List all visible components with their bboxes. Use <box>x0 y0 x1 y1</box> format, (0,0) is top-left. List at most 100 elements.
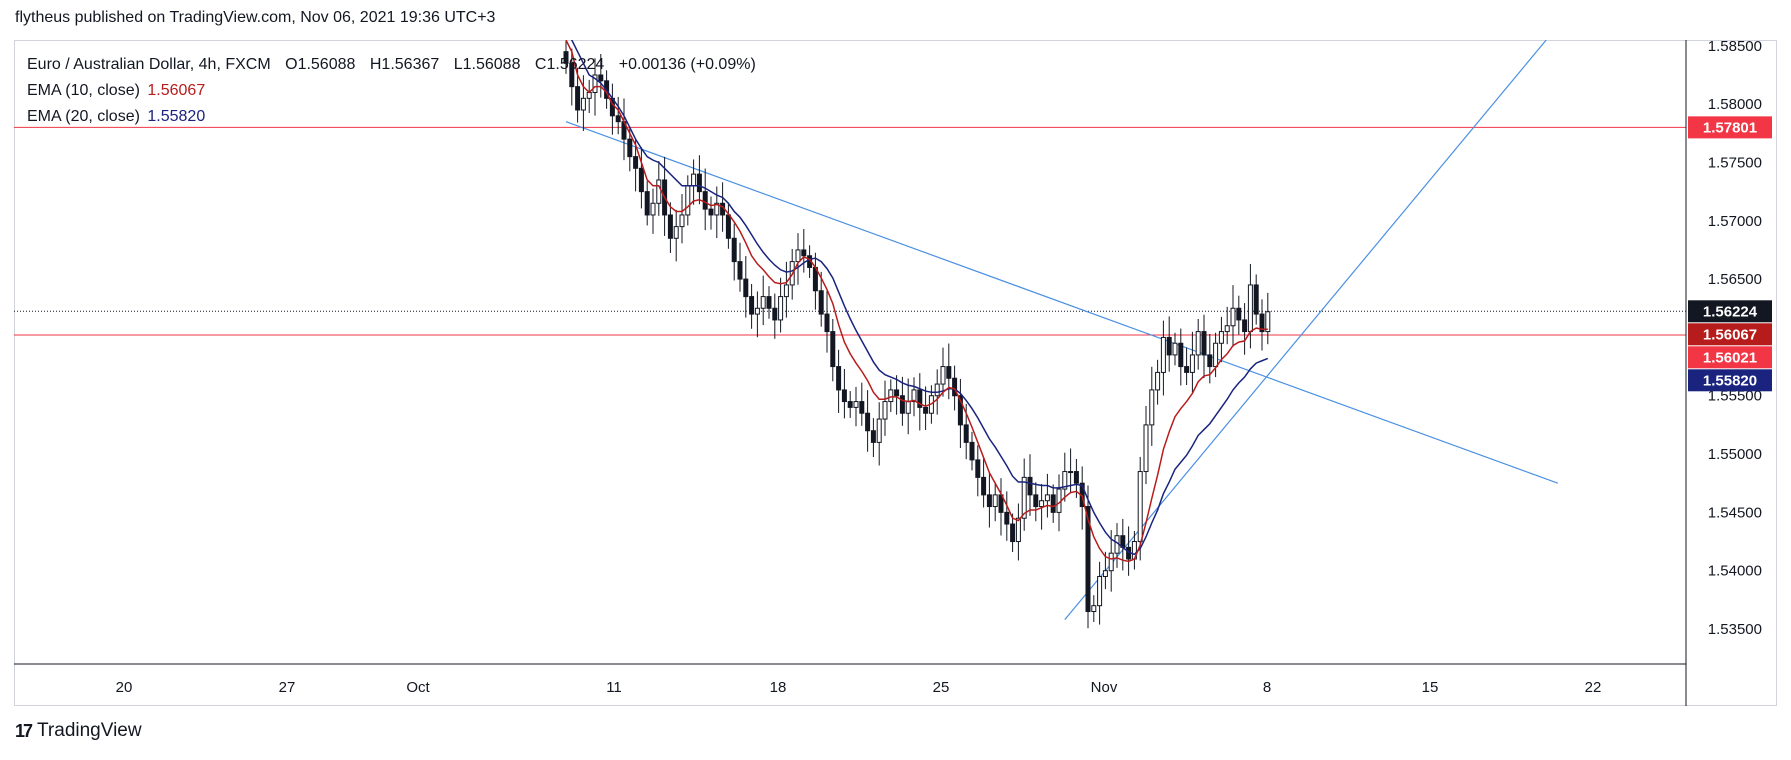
candle-body <box>685 185 691 216</box>
time-tick-label: Oct <box>406 679 430 696</box>
legend-ema20-row[interactable]: EMA (20, close) 1.55820 <box>27 104 756 130</box>
candle-body <box>1149 389 1155 426</box>
ema10-line <box>565 40 1268 563</box>
candle-body <box>1259 313 1265 333</box>
price-tick-label: 1.53500 <box>1708 621 1762 638</box>
candle-body <box>656 179 662 204</box>
time-tick-label: 25 <box>933 679 950 696</box>
candle-body <box>801 249 807 257</box>
legend-symbol-row: Euro / Australian Dollar, 4h, FXCM O1.56… <box>27 52 756 78</box>
legend-symbol: Euro / Australian Dollar, 4h, FXCM <box>27 56 271 73</box>
candle-body <box>969 441 975 461</box>
price-tick-label: 1.54500 <box>1708 504 1762 521</box>
price-label-ema20: 1.55820 <box>1703 372 1757 389</box>
price-axis[interactable]: 1.53500 1.54000 1.54500 1.55000 1.55500 1.560… <box>1685 38 1762 706</box>
price-tick-label: 1.55000 <box>1708 446 1762 463</box>
candle-body <box>1050 494 1056 513</box>
candle-body <box>778 296 784 321</box>
candle-body <box>824 313 830 333</box>
price-tick-label: 1.56500 <box>1708 271 1762 288</box>
candle-body <box>1236 307 1242 321</box>
candle-body <box>1091 605 1097 613</box>
legend-low-value: 1.56088 <box>462 56 521 73</box>
candle-body <box>708 208 714 216</box>
candle-body <box>1044 494 1050 502</box>
price-tick-label: 1.58500 <box>1708 38 1762 55</box>
price-labels: 1.57801 1.56224 1.56067 1.56021 1.55820 <box>1688 116 1772 392</box>
candle-body <box>1213 342 1219 368</box>
candle-body <box>853 401 859 408</box>
candle-body <box>1068 471 1074 474</box>
candle-body <box>870 430 876 443</box>
candle-body <box>598 74 604 82</box>
candle-body <box>1102 570 1108 578</box>
candle-body <box>702 191 708 210</box>
candle-body <box>1184 366 1190 373</box>
candle-body <box>743 278 749 298</box>
tradingview-logo-text: TradingView <box>37 720 142 741</box>
price-label-bg <box>1688 323 1772 346</box>
trendline <box>1064 40 1547 621</box>
candle-body <box>847 401 853 408</box>
trendline <box>565 121 1559 484</box>
legend-low-label: L <box>453 56 463 73</box>
trendlines[interactable] <box>565 40 1559 621</box>
candle-body <box>1178 342 1184 368</box>
candle-body <box>911 389 917 403</box>
candle-body <box>1021 476 1027 519</box>
candle-body <box>673 226 679 239</box>
candle-body <box>754 307 760 315</box>
time-axis[interactable]: 20 27 Oct 11 18 25 Nov 8 15 22 <box>14 663 1686 696</box>
candle-body <box>830 331 836 368</box>
candle-body <box>888 389 894 403</box>
price-tick-label: 1.57500 <box>1708 154 1762 171</box>
time-tick-label: 15 <box>1422 679 1439 696</box>
chart-frame[interactable] <box>14 40 1777 706</box>
price-tick-label: 1.55500 <box>1708 388 1762 405</box>
candles <box>563 41 1271 629</box>
candle-body <box>1189 354 1195 373</box>
candle-body <box>946 366 952 379</box>
candle-body <box>865 412 871 432</box>
candle-body <box>1155 371 1161 391</box>
candle-body <box>1265 311 1271 333</box>
candle-body <box>1201 331 1207 356</box>
candle-body <box>1033 494 1039 508</box>
time-tick-label: 20 <box>116 679 133 696</box>
candle-body <box>679 214 685 228</box>
candle-body <box>795 249 801 263</box>
candle-body <box>1218 331 1224 344</box>
candle-body <box>841 389 847 403</box>
candle-body <box>818 290 824 315</box>
tradingview-logo[interactable]: 17 TradingView <box>15 720 142 742</box>
candle-body <box>963 424 969 443</box>
legend-ema10-row[interactable]: EMA (10, close) 1.56067 <box>27 78 756 104</box>
candle-body <box>917 389 923 408</box>
time-tick-label: 22 <box>1585 679 1602 696</box>
candle-body <box>836 366 842 391</box>
legend-high-value: 1.56367 <box>381 56 440 73</box>
candle-body <box>894 389 900 397</box>
candle-body <box>760 296 766 309</box>
candle-body <box>1010 523 1016 543</box>
horizontal-lines[interactable] <box>14 126 1686 336</box>
candle-body <box>992 494 998 508</box>
candle-body <box>934 383 940 397</box>
candle-body <box>731 237 737 263</box>
candle-body <box>749 296 755 315</box>
legend-high-label: H <box>369 56 382 73</box>
candle-body <box>714 202 720 216</box>
candle-body <box>981 476 987 496</box>
candle-body <box>1097 576 1103 607</box>
candle-body <box>563 51 569 64</box>
candle-body <box>1073 471 1079 484</box>
candle-body <box>1085 506 1091 613</box>
price-label-bg <box>1688 116 1772 139</box>
candle-body <box>592 74 598 93</box>
candle-body <box>1039 500 1045 508</box>
candle-body <box>1137 471 1143 543</box>
candle-body <box>783 284 789 298</box>
price-tick-label: 1.54000 <box>1708 563 1762 580</box>
legend-ema20-value: 1.55820 <box>147 108 206 125</box>
